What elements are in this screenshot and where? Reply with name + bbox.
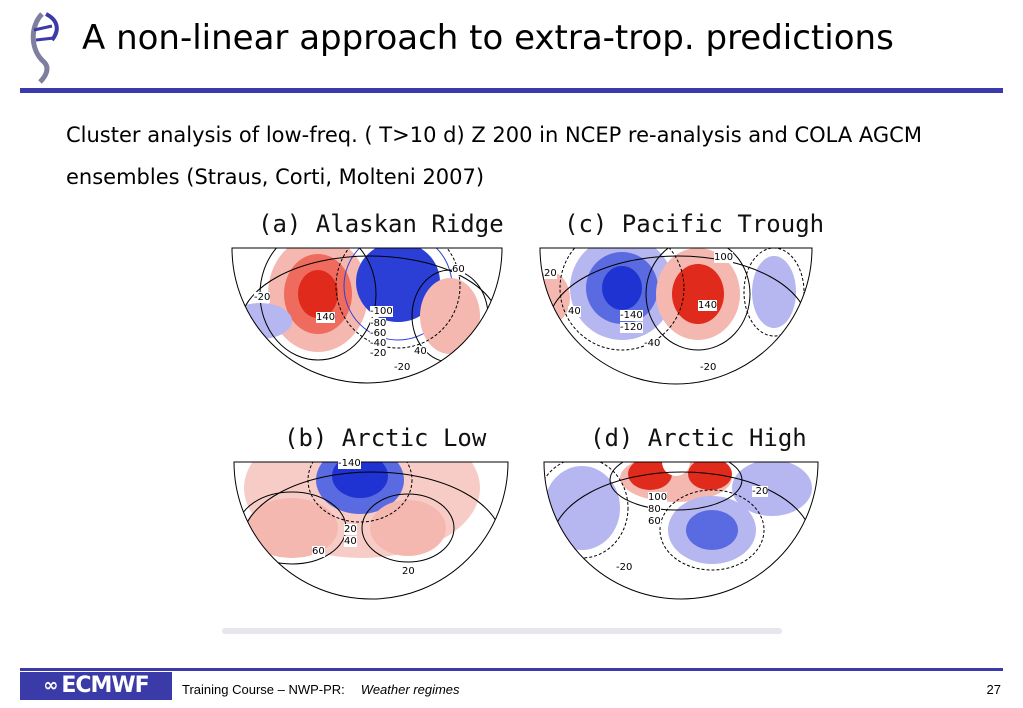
footer-course: Training Course – NWP-PR: Weather regimes: [182, 682, 460, 697]
contour-label: 140: [698, 300, 718, 311]
contour-label: -100: [370, 306, 393, 317]
contour-label: 100: [648, 492, 668, 503]
contour-label: 20: [402, 566, 415, 577]
footer-topic: Weather regimes: [360, 682, 460, 697]
panel-label-b: (b) Arctic Low: [284, 424, 487, 452]
contour-label: -20: [370, 348, 387, 359]
title-divider: [20, 88, 1003, 93]
contour-label: 40: [568, 306, 581, 317]
contour-label: -20: [254, 292, 271, 303]
contour-label: -40: [370, 338, 387, 349]
ecmwf-emblem-icon: [22, 10, 66, 84]
map-panel-c: (c) Pacific Trough 20 100 40 -140 -120 1…: [538, 206, 824, 386]
ecmwf-logo-icon: ∞: [43, 675, 58, 696]
contour-label: 40: [414, 346, 427, 357]
contour-label: 60: [452, 264, 465, 275]
contour-label: 40: [344, 536, 357, 547]
footer-course-label: Training Course – NWP-PR:: [182, 682, 345, 697]
contour-label: -40: [644, 338, 661, 349]
contour-label: 80: [648, 504, 661, 515]
contour-label: 20: [544, 268, 557, 279]
contour-label: -140: [620, 310, 643, 321]
panel-label-d: (d) Arctic High: [590, 424, 807, 452]
ecmwf-logo: ∞ ECMWF: [20, 672, 172, 700]
page-number: 27: [986, 682, 1001, 697]
footer-divider: [20, 668, 1003, 671]
contour-map-b: [233, 461, 509, 600]
figure-caption-faint: [222, 628, 782, 634]
slide-subtitle: Cluster analysis of low-freq. ( T>10 d) …: [66, 123, 922, 189]
contour-label: -20: [616, 562, 633, 573]
map-panel-a: (a) Alaskan Ridge -20 60 140 -100 -80 -6…: [230, 206, 510, 386]
page-title: A non-linear approach to extra-trop. pre…: [82, 18, 894, 58]
contour-label: -20: [394, 362, 411, 373]
panel-label-c: (c) Pacific Trough: [564, 210, 825, 238]
panel-label-a: (a) Alaskan Ridge: [258, 210, 504, 238]
map-panel-d: (d) Arctic High 100 80 60 -20 -20: [542, 418, 822, 608]
contour-label: -80: [370, 318, 387, 329]
contour-map-a: [231, 247, 503, 384]
contour-label: 20: [344, 524, 357, 535]
contour-label: -20: [700, 362, 717, 373]
logo-text: ECMWF: [61, 673, 149, 698]
contour-label: 100: [714, 252, 734, 263]
contour-map-c: [539, 247, 813, 385]
contour-label: 60: [648, 516, 661, 527]
contour-label: 60: [312, 546, 325, 557]
contour-label: -20: [752, 486, 769, 497]
contour-label: -120: [620, 322, 643, 333]
contour-label: -60: [370, 328, 387, 339]
contour-label: 140: [316, 312, 336, 323]
map-panel-b: (b) Arctic Low -140 60 40 20 20: [232, 418, 512, 608]
contour-label: -140: [338, 458, 361, 469]
contour-map-d: [543, 461, 819, 600]
